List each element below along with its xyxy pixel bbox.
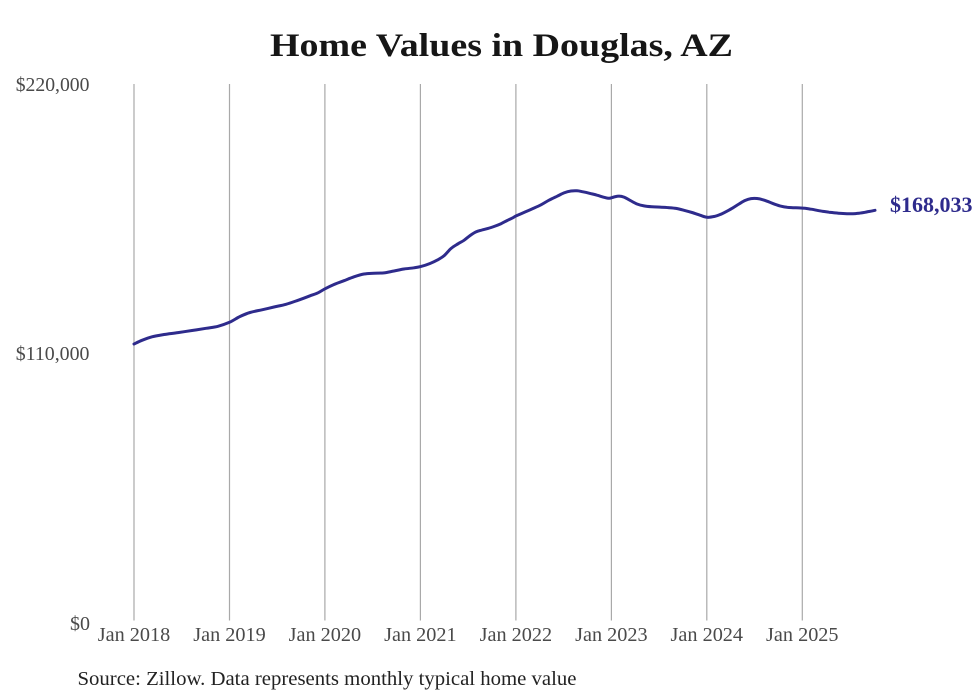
svg-text:Jan 2021: Jan 2021 <box>384 624 457 646</box>
svg-text:Jan 2025: Jan 2025 <box>766 624 839 646</box>
svg-text:$0: $0 <box>70 613 90 635</box>
svg-text:Jan 2024: Jan 2024 <box>671 624 744 646</box>
svg-text:Jan 2023: Jan 2023 <box>575 624 648 646</box>
svg-text:Jan 2022: Jan 2022 <box>480 624 553 646</box>
svg-text:$220,000: $220,000 <box>16 74 90 96</box>
svg-text:Source: Zillow. Data represent: Source: Zillow. Data represents monthly … <box>78 668 577 690</box>
svg-text:$168,033: $168,033 <box>890 192 973 217</box>
svg-text:Home Values in Douglas, AZ: Home Values in Douglas, AZ <box>270 28 733 64</box>
svg-text:Jan 2018: Jan 2018 <box>98 624 171 646</box>
svg-text:Jan 2020: Jan 2020 <box>289 624 362 646</box>
svg-text:$110,000: $110,000 <box>16 343 90 365</box>
svg-text:Jan 2019: Jan 2019 <box>193 624 266 646</box>
